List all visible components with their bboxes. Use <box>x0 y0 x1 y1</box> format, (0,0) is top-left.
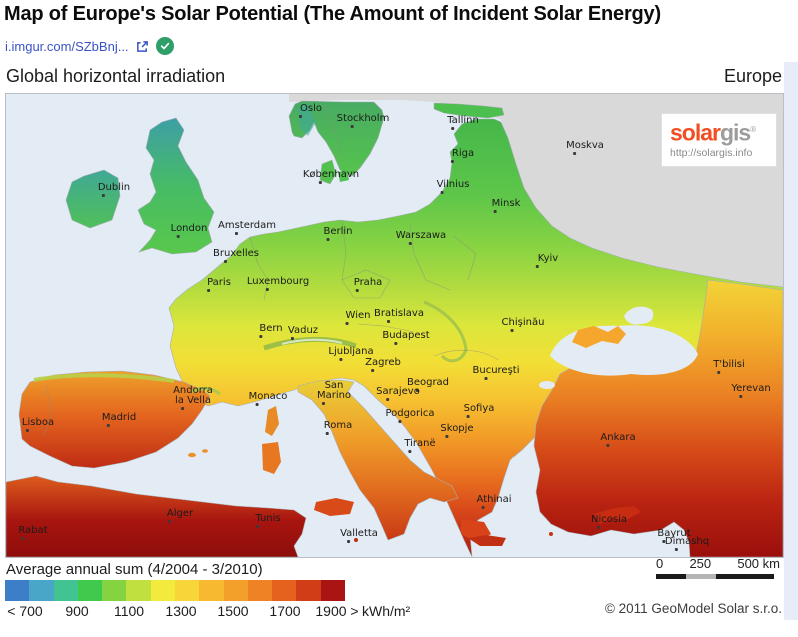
denmark <box>319 159 337 185</box>
scale-tick: 0 <box>656 556 664 571</box>
scale-tick: 250 <box>689 556 712 571</box>
cyprus <box>594 506 641 524</box>
legend-tick-label: 1500 <box>217 603 249 619</box>
legend-tick-label: 1100 <box>113 603 145 619</box>
legend-swatch <box>102 580 127 601</box>
legend-swatch <box>29 580 54 601</box>
finland <box>433 102 505 119</box>
nodata-region <box>289 94 783 287</box>
legend-swatch <box>150 580 175 601</box>
norway-highlands <box>298 104 316 136</box>
marmara-sea <box>539 381 555 389</box>
legend-tick-label: 1700 <box>269 603 301 619</box>
solargis-url: http://solargis.info <box>670 146 753 159</box>
legend-tick-label: 1900 > <box>315 603 359 619</box>
page-title[interactable]: Map of Europe's Solar Potential (The Amo… <box>4 3 661 25</box>
sicily <box>314 498 354 516</box>
scale-bar: 0 250 500 km <box>650 556 780 579</box>
legend-title: Average annual sum (4/2004 - 3/2010) <box>6 561 263 578</box>
legend-swatch <box>320 580 345 601</box>
north-africa <box>6 475 307 557</box>
crimea <box>572 326 626 348</box>
ireland <box>65 169 121 229</box>
legend-tick-label: < 700 <box>7 603 43 619</box>
solar-map-image[interactable]: Oslo Stockholm Tallinn Moskva Riga København V… <box>5 93 784 558</box>
mallorca <box>188 452 196 458</box>
pyrenees-ridge <box>191 386 221 396</box>
rhodes <box>549 532 553 536</box>
legend-swatch <box>247 580 273 601</box>
azov-sea <box>624 306 654 325</box>
italy <box>297 379 459 541</box>
legend-swatch <box>223 580 248 601</box>
malta <box>354 538 358 542</box>
scale-bar-ticks: 0 250 500 km <box>650 556 780 571</box>
great-britain <box>137 117 215 255</box>
scale-tick: 500 km <box>737 556 780 571</box>
page-side-strip <box>784 62 798 620</box>
source-link-row: i.imgur.com/SZbBnj... <box>5 37 174 55</box>
legend-swatch <box>174 580 200 601</box>
legend-swatch <box>5 580 30 601</box>
legend-swatch <box>77 580 103 601</box>
legend-swatch <box>272 580 297 601</box>
menorca <box>202 449 208 453</box>
legend-tick-labels: < 700 900 1100 1300 1500 1700 1900 > <box>5 603 358 619</box>
corsica <box>265 406 279 436</box>
source-link[interactable]: i.imgur.com/SZbBnj... <box>5 38 129 54</box>
legend-color-ramp <box>5 580 345 601</box>
scale-bar-graphic <box>656 574 774 579</box>
copyright: © 2011 GeoModel Solar s.r.o. <box>604 601 782 616</box>
legend-swatch <box>126 580 151 601</box>
legend-tick-label: 900 <box>65 603 89 619</box>
map-subtitle-left: Global horizontal irradiation <box>6 66 226 86</box>
crete <box>468 535 506 546</box>
legend-swatch <box>199 580 224 601</box>
external-link-icon[interactable] <box>136 40 149 53</box>
zealand <box>338 170 349 182</box>
solargis-wordmark: solargis® <box>670 119 756 146</box>
legend-swatch <box>296 580 321 601</box>
cantabrian-green <box>33 373 175 383</box>
legend-swatch <box>53 580 78 601</box>
legend-tick-label: 1300 <box>165 603 197 619</box>
map-artwork <box>6 94 783 557</box>
map-subtitles: Global horizontal irradiation Europe <box>6 66 782 87</box>
map-subtitle-right: Europe <box>723 66 782 86</box>
verified-check-icon <box>155 37 174 55</box>
solargis-logo: solargis® http://solargis.info <box>661 113 777 167</box>
aegean-sea <box>486 456 544 557</box>
alps-snow <box>281 338 343 345</box>
sardinia <box>262 442 281 474</box>
legend-unit: kWh/m² <box>362 603 411 619</box>
